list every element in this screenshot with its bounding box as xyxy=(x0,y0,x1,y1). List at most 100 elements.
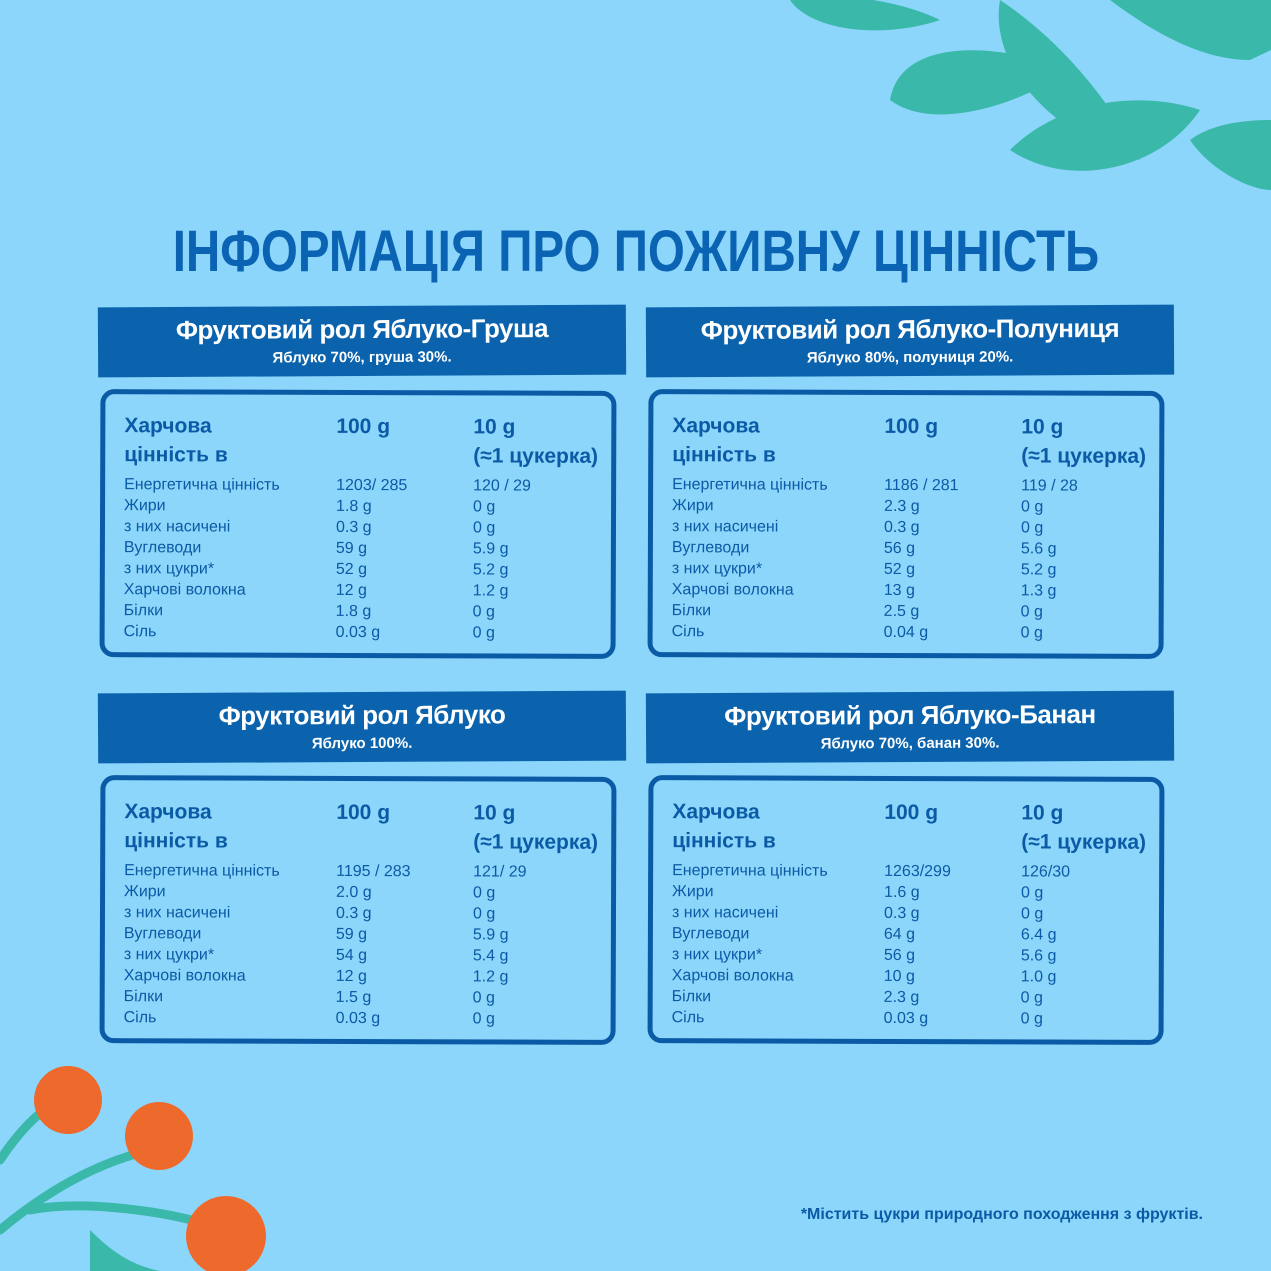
nutrient-value: 0 g xyxy=(473,498,496,516)
nutrient-value: 12 g xyxy=(335,581,367,600)
nutrient-value: 5.6 g xyxy=(1020,540,1057,558)
header-line: (≈1 цукерка) xyxy=(473,830,599,854)
nutrient-name: з них насичені xyxy=(123,518,231,536)
header-line: 100 g xyxy=(336,414,391,439)
nutrient-value: 5.4 g xyxy=(472,947,509,965)
panel-subtitle: Яблуко 70%, груша 30%. xyxy=(272,348,452,367)
header-line: (≈1 цукерка) xyxy=(1021,830,1147,854)
panel-subtitle: Яблуко 70%, банан 30%. xyxy=(820,734,1000,753)
header-line: цінність в xyxy=(124,829,228,853)
header-line: цінність в xyxy=(124,443,228,467)
table-header-cell: 10 g (≈1 цукерка) xyxy=(1021,412,1146,470)
nutrient-value: 2.5 g xyxy=(883,602,920,621)
nutrient-value: 1186 / 281 xyxy=(884,476,959,495)
nutrient-value: 1263/299 xyxy=(884,862,951,881)
panel-header: Фруктовий рол Яблуко-Полуниця Яблуко 80%,… xyxy=(645,304,1175,378)
nutrient-value: 1.8 g xyxy=(335,602,372,621)
header-line: 10 g xyxy=(473,801,516,825)
nutrient-value: 0 g xyxy=(472,519,496,537)
nutrient-name: Вуглеводи xyxy=(671,925,750,943)
nutrient-value: 1.3 g xyxy=(1020,582,1057,600)
nutrient-value: 1.5 g xyxy=(335,988,372,1007)
nutrient-name: Енергетична цінність xyxy=(124,476,280,494)
nutrient-value: 5.9 g xyxy=(472,540,509,558)
nutrient-value: 1.6 g xyxy=(884,883,920,902)
nutrient-value: 0.3 g xyxy=(883,904,920,923)
nutrient-name: Енергетична цінність xyxy=(672,862,828,880)
branch xyxy=(25,1201,215,1230)
nutrient-name: Білки xyxy=(671,988,712,1006)
nutrient-value: 0 g xyxy=(473,884,496,902)
nutrient-value: 0.03 g xyxy=(883,1009,929,1028)
page-title: ІНФОРМАЦІЯ ПРО ПОЖИВНУ ЦІННІСТЬ xyxy=(172,219,1099,284)
table-header-cell: 100 g xyxy=(336,412,390,441)
nutrient-value: 1.0 g xyxy=(1020,968,1057,986)
nutrient-value: 10 g xyxy=(883,967,915,986)
panel-title: Фруктовий рол Яблуко xyxy=(218,699,506,731)
nutrient-name: Вуглеводи xyxy=(123,925,202,943)
leaf xyxy=(1190,120,1271,190)
panel-title: Фруктовий рол Яблуко-Полуниця xyxy=(700,312,1120,346)
nutrient-value: 0.04 g xyxy=(883,623,929,642)
panel-subtitle: Яблуко 80%, полуниця 20%. xyxy=(806,348,1014,367)
header-line: 10 g xyxy=(473,415,516,439)
leaf xyxy=(1110,0,1271,60)
nutrient-value: 1.8 g xyxy=(336,497,372,516)
nutrient-value: 0 g xyxy=(1021,498,1044,516)
panel-title: Фруктовий рол Яблуко-Банан xyxy=(724,699,1096,731)
nutrient-value: 0 g xyxy=(1020,905,1044,923)
header-line: 100 g xyxy=(884,800,939,825)
table-header-cell: Харчова цінність в xyxy=(124,797,228,855)
nutrient-value: 2.3 g xyxy=(883,988,920,1007)
nutrient-value: 0 g xyxy=(1020,1010,1043,1028)
table-header-cell: 100 g xyxy=(336,798,390,827)
nutrient-value: 56 g xyxy=(883,946,916,965)
nutrient-value: 5.2 g xyxy=(1020,561,1057,579)
header-line: Харчова xyxy=(124,800,212,824)
header-line: 100 g xyxy=(336,800,391,825)
table-header-cell: 10 g (≈1 цукерка) xyxy=(1021,798,1146,856)
nutrient-value: 120 / 29 xyxy=(473,477,531,495)
nutrient-name: Вуглеводи xyxy=(671,539,750,557)
nutrient-value: 0 g xyxy=(1020,519,1044,537)
header-line: цінність в xyxy=(672,443,776,467)
nutrient-value: 56 g xyxy=(883,539,916,558)
header-line: 10 g xyxy=(1021,801,1064,825)
nutrient-value: 6.4 g xyxy=(1020,926,1057,944)
nutrient-value: 54 g xyxy=(335,946,368,965)
nutrient-name: Харчові волокна xyxy=(671,967,794,985)
nutrient-name: з них цукри* xyxy=(123,946,215,964)
table-header-cell: 10 g (≈1 цукерка) xyxy=(473,798,598,856)
panel-subtitle: Яблуко 100%. xyxy=(311,734,413,753)
leaf xyxy=(90,1230,160,1271)
nutrient-value: 52 g xyxy=(883,560,916,579)
title-wrap: ІНФОРМАЦІЯ ПРО ПОЖИВНУ ЦІННІСТЬ xyxy=(0,218,1271,285)
nutrient-value: 12 g xyxy=(335,967,367,986)
nutrient-value: 0 g xyxy=(1020,624,1043,642)
panel-header: Фруктовий рол Яблуко-Банан Яблуко 70%, ба… xyxy=(645,690,1175,764)
nutrient-value: 1203/ 285 xyxy=(336,476,408,495)
header-line: 100 g xyxy=(884,414,939,439)
nutrient-name: з них насичені xyxy=(123,904,231,922)
nutrient-value: 0 g xyxy=(1020,989,1043,1007)
nutrient-value: 0 g xyxy=(472,905,496,923)
nutrient-value: 119 / 28 xyxy=(1021,477,1078,495)
nutrient-value: 2.0 g xyxy=(336,883,372,902)
berry xyxy=(34,1066,102,1134)
nutrient-value: 52 g xyxy=(335,560,368,579)
table-header-cell: Харчова цінність в xyxy=(124,411,228,469)
nutrient-value: 5.9 g xyxy=(472,926,509,944)
header-line: Харчова xyxy=(124,414,212,438)
nutrient-value: 121/ 29 xyxy=(473,863,527,881)
leaf xyxy=(1010,100,1200,171)
nutrient-name: з них насичені xyxy=(671,518,779,536)
leaf xyxy=(790,0,940,31)
nutrient-name: з них цукри* xyxy=(671,560,763,578)
nutrient-value: 0.3 g xyxy=(883,518,920,537)
nutrient-name: Білки xyxy=(123,602,164,620)
panel-header: Фруктовий рол Яблуко-Груша Яблуко 70%, гр… xyxy=(97,304,627,378)
nutrient-name: Жири xyxy=(124,497,166,515)
